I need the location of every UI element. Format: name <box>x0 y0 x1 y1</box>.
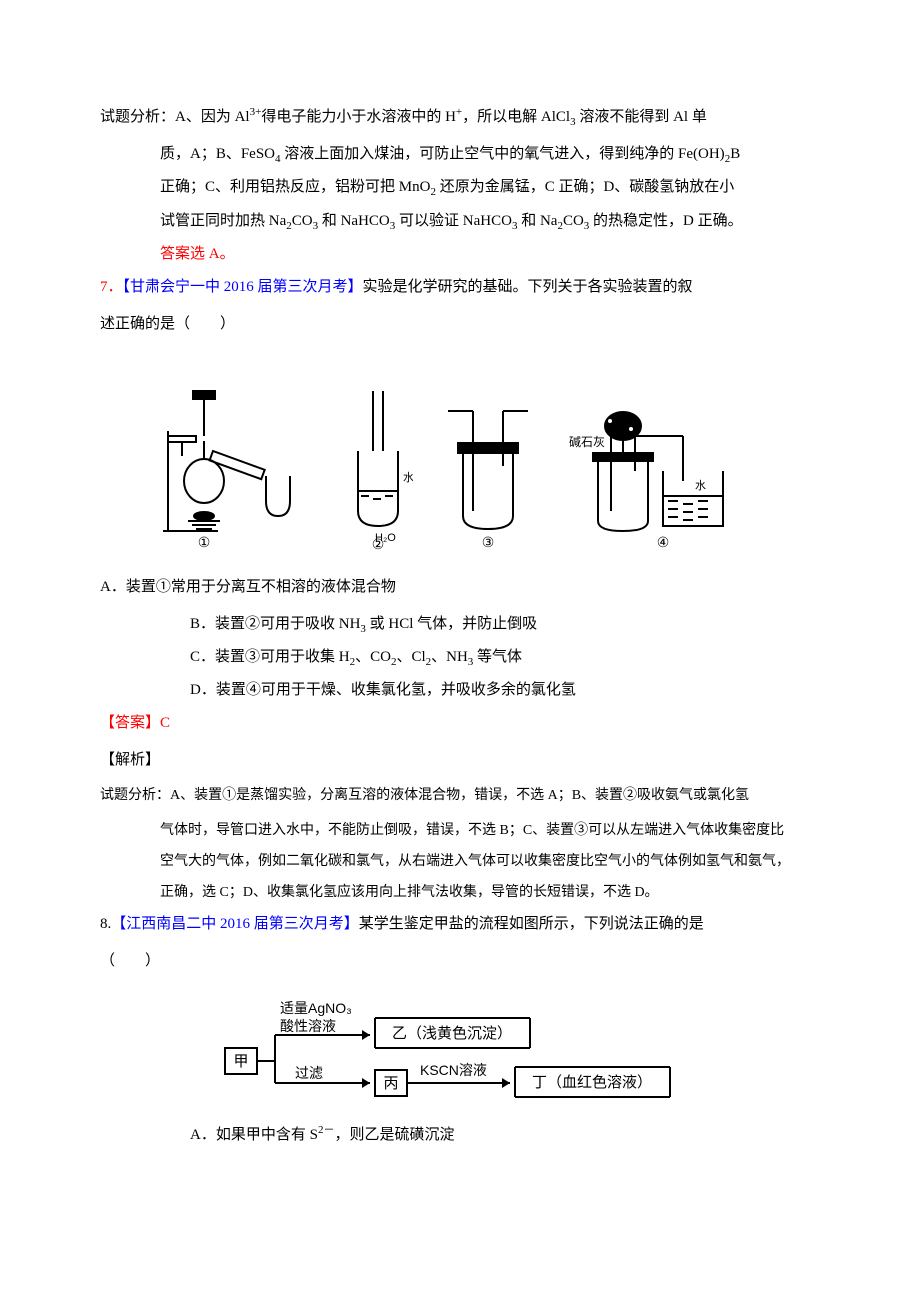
text: B．装置②可用于吸收 NH <box>190 616 360 632</box>
fig-label-4: ④ <box>656 534 669 550</box>
analysis-6: 试题分析：A、因为 Al3+得电子能力小于水溶液中的 H+，所以电解 AlCl3… <box>100 100 820 134</box>
q7-stem-2: 述正确的是（ ） <box>100 308 820 341</box>
apparatus-3-svg: ③ <box>438 381 538 551</box>
analysis-6-answer: 答案选 A。 <box>100 238 820 271</box>
text: A．如果甲中含有 S <box>190 1127 318 1143</box>
label-acid: 酸性溶液 <box>280 1018 336 1034</box>
q8-source: 【江西南昌二中 2016 届第三次月考】 <box>111 916 359 932</box>
text: 试题分析：A、因为 Al <box>100 109 250 125</box>
q7-ana-b: 气体时，导管口进入水中，不能防止倒吸，错误，不选 B；C、装置③可以从左端进入气… <box>100 816 820 847</box>
text: ，所以电解 AlCl <box>462 109 570 125</box>
analysis-6-line3: 正确；C、利用铝热反应，铝粉可把 MnO2 还原为金属锰，C 正确；D、碳酸氢钠… <box>100 171 820 204</box>
text: 的热稳定性，D 正确。 <box>589 213 742 229</box>
apparatus-figure: ① 水 H₂O ② ③ <box>100 371 820 551</box>
q8-stem: 某学生鉴定甲盐的流程如图所示，下列说法正确的是 <box>359 916 704 932</box>
text: 和 Na <box>517 213 557 229</box>
node-yi: 乙（浅黄色沉淀） <box>392 1025 512 1042</box>
text: 可以验证 NaHCO <box>395 213 512 229</box>
apparatus-2-svg: 水 H₂O ② <box>343 381 413 551</box>
q8-option-a: A．如果甲中含有 S2－，则乙是硫磺沉淀 <box>190 1118 820 1152</box>
text: 得电子能力小于水溶液中的 H <box>261 109 456 125</box>
q7-option-d: D．装置④可用于干燥、收集氯化氢，并吸收多余的氯化氢 <box>190 674 820 707</box>
label-kscn: KSCN溶液 <box>420 1062 487 1078</box>
q7-stem: 实验是化学研究的基础。下列关于各实验装置的叙 <box>363 279 693 295</box>
fig-label-2: ② <box>371 536 384 551</box>
water-label-4: 水 <box>695 479 706 492</box>
text: 等气体 <box>473 649 522 665</box>
text: 、CO <box>355 649 391 665</box>
analysis-6-line4: 试管正同时加热 Na2CO3 和 NaHCO3 可以验证 NaHCO3 和 Na… <box>100 205 820 238</box>
q7-option-c: C．装置③可用于收集 H2、CO2、Cl2、NH3 等气体 <box>190 641 820 674</box>
node-jia: 甲 <box>233 1053 248 1070</box>
text: ，则乙是硫磺沉淀 <box>334 1127 454 1143</box>
q7-ana-d: 正确，选 C；D、收集氯化氢应该用向上排气法收集，导管的长短错误，不选 D。 <box>100 878 820 909</box>
text: 、NH <box>431 649 468 665</box>
label-filter: 过滤 <box>295 1065 323 1081</box>
analysis-6-line2: 质，A；B、FeSO4 溶液上面加入煤油，可防止空气中的氧气进入，得到纯净的 F… <box>100 138 820 171</box>
node-bing: 丙 <box>383 1075 398 1092</box>
q8-stem-2: （ ） <box>100 945 820 978</box>
node-ding: 丁（血红色溶液） <box>532 1074 652 1091</box>
flowchart-svg: 甲 适量AgNO₃ 酸性溶液 过滤 乙（浅黄色沉淀） 丙 KSCN溶液 <box>220 993 680 1103</box>
water-label: 水 <box>403 471 413 484</box>
text: 试管正同时加热 Na <box>160 213 286 229</box>
text: C．装置③可用于收集 H <box>190 649 350 665</box>
text: 溶液上面加入煤油，可防止空气中的氧气进入，得到纯净的 Fe(OH) <box>281 146 725 162</box>
q7-number: 7． <box>100 279 123 295</box>
text: CO <box>292 213 313 229</box>
q7-analysis-label: 【解析】 <box>100 744 820 777</box>
text: 质，A；B、FeSO <box>160 146 275 162</box>
fig-label-1: ① <box>197 534 210 550</box>
question-8: 8.【江西南昌二中 2016 届第三次月考】某学生鉴定甲盐的流程如图所示，下列说… <box>100 908 820 941</box>
label-agno3: 适量AgNO₃ <box>280 1000 352 1016</box>
q8-options: A．如果甲中含有 S2－，则乙是硫磺沉淀 <box>100 1118 820 1152</box>
q7-options: B．装置②可用于吸收 NH3 或 HCl 气体，并防止倒吸 C．装置③可用于收集… <box>100 608 820 707</box>
text: 或 HCl 气体，并防止倒吸 <box>366 616 537 632</box>
text: 和 NaHCO <box>318 213 390 229</box>
q7-option-a: A．装置①常用于分离互不相溶的液体混合物 <box>100 571 820 604</box>
sup: 2－ <box>318 1124 335 1136</box>
q7-source: 【甘肃会宁一中 2016 届第三次月考】 <box>123 279 363 295</box>
text: 、Cl <box>396 649 425 665</box>
text: CO <box>563 213 584 229</box>
q7-option-b: B．装置②可用于吸收 NH3 或 HCl 气体，并防止倒吸 <box>190 608 820 641</box>
apparatus-4-svg: 碱石灰 水 ④ <box>563 381 763 551</box>
answer-label: 【答案】 <box>100 715 160 731</box>
text: B <box>730 146 740 162</box>
lime-label: 碱石灰 <box>569 435 605 449</box>
text: 还原为金属锰，C 正确；D、碳酸氢钠放在小 <box>436 179 734 195</box>
q7-answer: 【答案】C <box>100 707 820 740</box>
answer-value: C <box>160 715 170 731</box>
question-7: 7．【甘肃会宁一中 2016 届第三次月考】实验是化学研究的基础。下列关于各实验… <box>100 271 820 304</box>
flowchart-figure: 甲 适量AgNO₃ 酸性溶液 过滤 乙（浅黄色沉淀） 丙 KSCN溶液 <box>220 993 820 1103</box>
text: 正确；C、利用铝热反应，铝粉可把 MnO <box>160 179 430 195</box>
sup: 3+ <box>250 106 262 118</box>
text: 溶液不能得到 Al 单 <box>576 109 707 125</box>
q8-number: 8. <box>100 916 111 932</box>
q7-ana-a: 试题分析：A、装置①是蒸馏实验，分离互溶的液体混合物，错误，不选 A；B、装置②… <box>100 781 820 812</box>
fig-label-3: ③ <box>481 534 494 550</box>
apparatus-1-svg: ① <box>158 381 318 551</box>
q7-ana-c: 空气大的气体，例如二氧化碳和氯气，从右端进入气体可以收集密度比空气小的气体例如氢… <box>100 847 820 878</box>
